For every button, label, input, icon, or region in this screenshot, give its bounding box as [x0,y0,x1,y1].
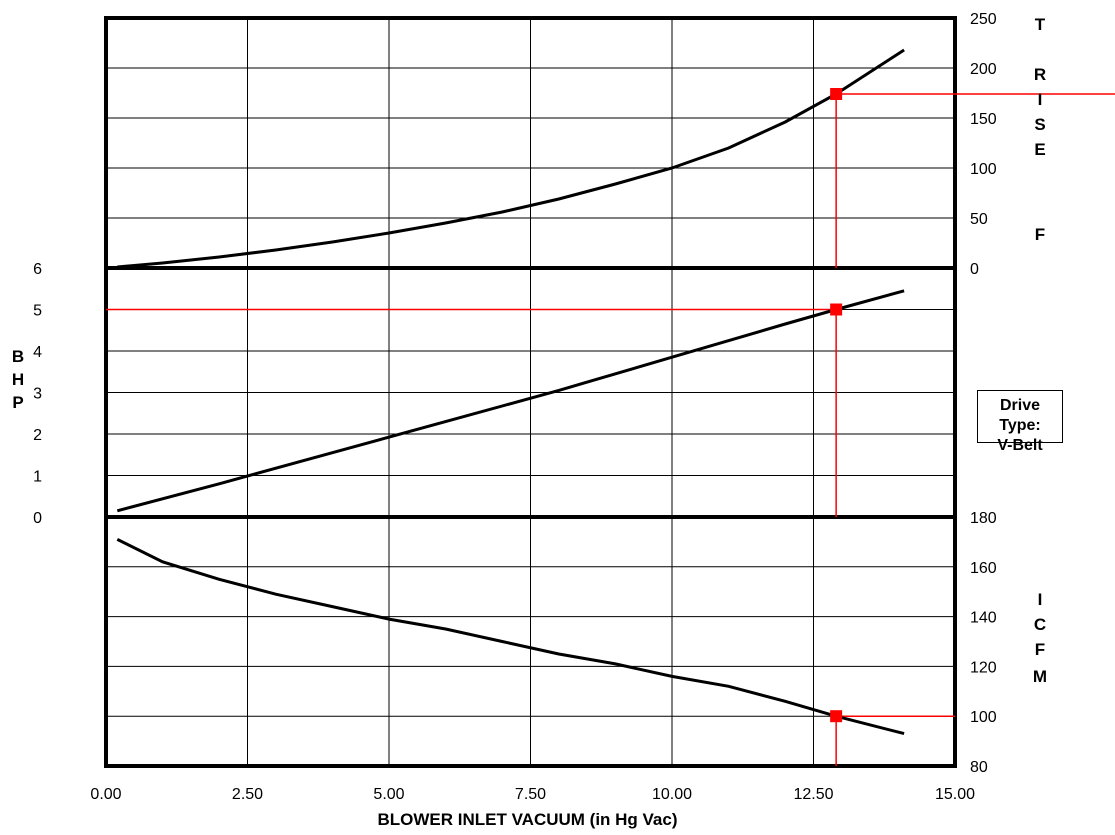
bhp-axis-label: P [12,393,23,412]
bhp-axis-label: H [12,370,24,389]
icfm-tick-label: 80 [970,759,988,776]
t-rise-axis-label: S [1034,115,1045,134]
t-rise-axis-label: E [1034,140,1045,159]
t-rise-axis-label: R [1034,65,1046,84]
icfm-curve [116,538,905,736]
drive-type-box: Drive Type: V-Belt [977,390,1063,454]
operating-point-marker [830,710,843,723]
operating-point-marker [830,88,843,100]
bhp-axis-label: B [12,347,24,366]
bhp-tick-label: 5 [33,303,42,320]
x-tick-label: 12.50 [793,786,833,803]
x-axis-title: BLOWER INLET VACUUM (in Hg Vac) [377,810,677,829]
t-rise-axis-label: I [1038,90,1043,109]
icfm-axis-label: C [1034,615,1046,634]
bhp-tick-label: 3 [33,386,42,403]
icfm-tick-label: 100 [970,709,997,726]
bhp-curve [116,289,905,513]
t-rise-tick-label: 50 [970,211,988,228]
x-tick-label: 15.00 [935,786,975,803]
x-tick-label: 5.00 [373,786,404,803]
t-rise-tick-label: 0 [970,261,979,278]
t-rise-tick-label: 150 [970,111,997,128]
bhp-tick-label: 6 [33,261,42,278]
icfm-axis-label: M [1033,667,1047,686]
x-tick-label: 7.50 [515,786,546,803]
x-tick-label: 2.50 [232,786,263,803]
icfm-tick-label: 120 [970,659,997,676]
icfm-axis-label: I [1038,590,1043,609]
bhp-tick-label: 0 [33,510,42,527]
x-tick-label: 0.00 [90,786,121,803]
t-rise-tick-label: 250 [970,11,997,28]
plot-frame [104,16,957,768]
t-rise-axis-label: F [1035,225,1045,244]
drive-type-title: Drive Type: [999,397,1041,434]
operating-point-marker [830,303,843,316]
icfm-axis-label: F [1035,640,1045,659]
icfm-tick-label: 140 [970,610,997,627]
t-rise-curve [117,48,905,269]
t-rise-tick-label: 200 [970,61,997,78]
bhp-tick-label: 1 [33,469,42,486]
t-rise-axis-label: T [1035,15,1046,34]
bhp-tick-label: 4 [33,344,42,361]
x-tick-label: 10.00 [652,786,692,803]
icfm-tick-label: 180 [970,510,997,527]
bhp-tick-label: 2 [33,427,42,444]
t-rise-tick-label: 100 [970,161,997,178]
drive-type-value: V-Belt [997,437,1043,454]
icfm-tick-label: 160 [970,560,997,577]
